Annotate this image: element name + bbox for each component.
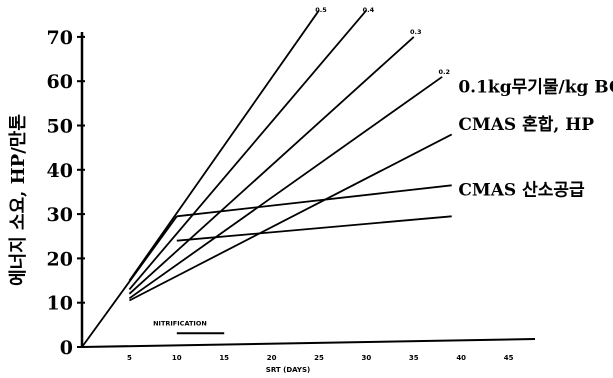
series-line	[176, 215, 452, 242]
y-ticks: 0 10 20 30 40 50 60 70	[47, 27, 85, 359]
y-tick-label: 50	[47, 116, 73, 138]
series-line	[128, 9, 320, 282]
annotation: CMAS 산소공급	[458, 180, 585, 200]
x-tick-label: 30	[362, 354, 372, 362]
y-tick-label: 70	[47, 27, 73, 49]
series-label: 0.3	[410, 28, 422, 36]
series-line	[128, 36, 415, 295]
y-tick-label: 10	[47, 293, 73, 315]
y-axis-label: 에너지 소요, HP/만톤	[8, 114, 29, 286]
x-axis-label: SRT (DAYS)	[266, 366, 310, 374]
annotations: 0.1kg무기물/kg BOD₅ CMAS 혼합, HP CMAS 산소공급	[458, 77, 613, 200]
nitrification-range: NITRIFICATION	[153, 319, 225, 335]
y-tick-label: 20	[47, 248, 73, 270]
x-tick-label: 15	[219, 354, 229, 362]
series-label: 0.4	[363, 6, 375, 14]
x-tick-label: 5	[127, 354, 132, 362]
series-line	[176, 184, 452, 218]
series-line	[128, 9, 368, 290]
nitrification-label: NITRIFICATION	[153, 319, 207, 327]
annotation: CMAS 혼합, HP	[458, 114, 594, 135]
series-lines	[81, 9, 453, 348]
series-line	[128, 76, 443, 300]
x-tick-label: 35	[409, 354, 419, 362]
x-tick-label: 40	[456, 354, 466, 362]
axes: 0 10 20 30 40 50 60 70 5 10 15 20 25 30 35 40 45	[47, 27, 536, 362]
series-label: 0.5	[315, 6, 327, 14]
series-line	[81, 215, 178, 348]
x-axis-line	[81, 338, 536, 348]
y-tick-label: 60	[47, 71, 73, 93]
series-labels: 0.5 0.4 0.3 0.2	[315, 6, 450, 76]
x-ticks: 5 10 15 20 25 30 35 40 45	[127, 354, 514, 362]
y-tick-label: 40	[47, 160, 73, 182]
series-label: 0.2	[438, 68, 450, 76]
y-tick-label: 0	[60, 337, 73, 359]
annotation: 0.1kg무기물/kg BOD₅	[458, 77, 613, 97]
x-tick-label: 20	[267, 354, 277, 362]
series-line	[128, 133, 453, 302]
x-tick-label: 45	[504, 354, 514, 362]
x-tick-label: 10	[172, 354, 182, 362]
x-tick-label: 25	[314, 354, 324, 362]
y-tick-label: 30	[47, 204, 73, 226]
